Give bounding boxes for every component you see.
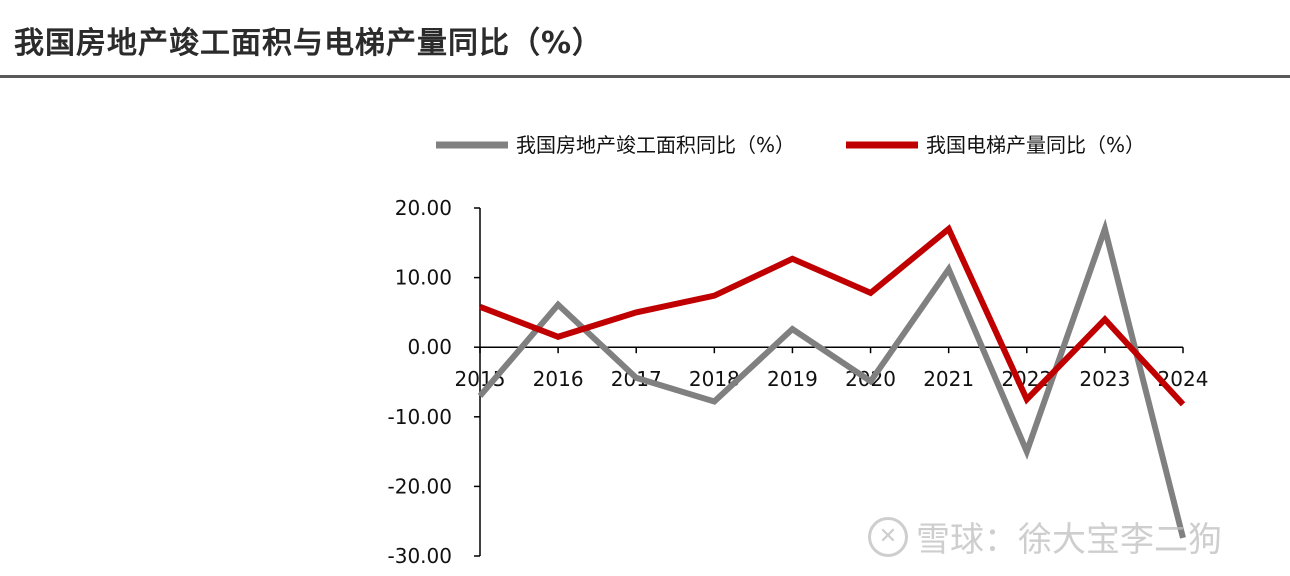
watermark-text: 雪球：徐大宝李二狗: [916, 520, 1222, 560]
legend-label-1: 我国房地产竣工面积同比（%）: [516, 133, 795, 157]
x-tick-label: 2019: [767, 367, 818, 391]
y-tick-label: 0.00: [407, 335, 452, 359]
legend: 我国房地产竣工面积同比（%） 我国电梯产量同比（%）: [436, 133, 1145, 157]
legend-label-2: 我国电梯产量同比（%）: [926, 133, 1145, 157]
y-tick-label: -30.00: [388, 544, 452, 568]
y-tick-label: 20.00: [395, 196, 452, 220]
watermark: ✕ 雪球：徐大宝李二狗: [868, 512, 1222, 561]
x-tick-label: 2021: [923, 367, 974, 391]
series-line-2: [478, 224, 1186, 407]
series-line-1: [477, 218, 1186, 539]
y-tick-label: -10.00: [388, 405, 452, 429]
title-divider: [0, 75, 1290, 78]
y-tick-label: 10.00: [395, 266, 452, 290]
y-tick-label: -20.00: [388, 474, 452, 498]
x-tick-label: 2016: [533, 367, 584, 391]
xueqiu-logo-icon: ✕: [868, 516, 908, 557]
series-group: [477, 218, 1186, 539]
chart-title: 我国房地产竣工面积与电梯产量同比（%）: [14, 26, 604, 61]
x-tick-label: 2023: [1079, 367, 1130, 391]
